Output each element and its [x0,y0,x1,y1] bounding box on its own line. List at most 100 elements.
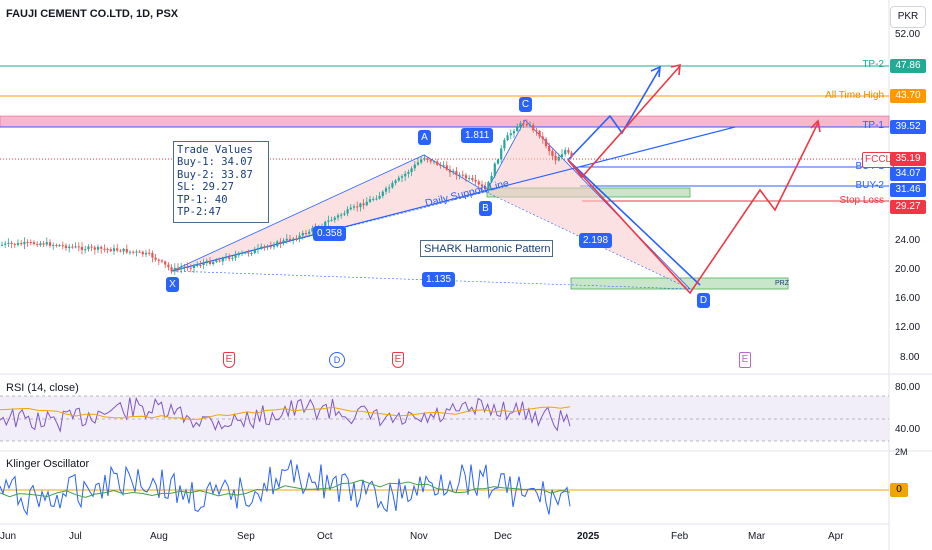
daily-support-line[interactable] [171,126,736,272]
blue-projection-path[interactable] [567,67,661,161]
candle-body [224,256,228,259]
candle-body [109,249,112,252]
ath-label[interactable]: All Time High [825,90,884,101]
candle-body [359,203,362,208]
tp1-price-box[interactable]: 39.52 [890,120,926,134]
trade-values-box[interactable]: Trade Values Buy-1: 34.07 Buy-2: 33.87 S… [173,141,269,223]
candle-body [564,150,567,155]
time-tick: Jul [69,531,82,542]
price-tick: 52.00 [895,29,921,40]
ath-price-box[interactable]: 43.70 [890,89,926,103]
time-tick: Apr [828,531,844,542]
candle-body [48,242,52,246]
candle-body [148,252,151,254]
earnings-event-icon[interactable]: E [223,352,235,368]
candle-body [32,242,36,244]
red-harmonic-arrowhead [810,119,821,133]
candle-body [39,243,42,246]
buy2-price-box[interactable]: 31.46 [890,183,926,197]
ticker-badge[interactable]: FCCL [862,152,895,168]
currency-badge[interactable]: PKR [890,6,926,28]
ratio-xd[interactable]: 1.135 [422,272,456,287]
red-harmonic-path[interactable] [567,122,819,295]
pattern-name-box[interactable]: SHARK Harmonic Pattern [420,240,553,257]
pattern-xab-fill[interactable] [172,155,486,271]
ratio-bd[interactable]: 2.198 [579,233,613,248]
candle-body [20,243,23,245]
candle-body [96,246,100,250]
trade-value-line: SL: 29.27 [177,181,234,194]
candle-body [26,241,29,243]
candle-body [516,127,519,131]
candle-body [263,246,266,248]
candle-body [186,267,189,269]
trade-value-line: Buy-2: 33.87 [177,168,253,181]
candle-body [128,251,132,253]
candle-body [74,246,77,248]
candle-body [173,267,176,272]
pattern-point-d[interactable]: D [697,293,710,308]
pattern-point-x[interactable]: X [166,277,179,292]
candle-body [381,191,384,196]
candle-body [87,246,90,250]
buy1-price-box[interactable]: 34.07 [890,167,926,181]
candle-body [308,231,311,234]
time-tick: Feb [671,531,689,542]
pattern-point-c[interactable]: C [519,97,532,112]
tp2-label[interactable]: TP-2 [862,59,884,70]
tp2-price-box[interactable]: 47.86 [890,59,926,73]
rsi-line[interactable] [0,396,571,433]
trade-value-line: Buy-1: 34.07 [177,156,253,169]
resistance-zone[interactable] [0,115,890,128]
candle-body [436,161,439,165]
candle-body [301,233,304,236]
candle-body [471,177,474,180]
ratio-ac[interactable]: 1.811 [461,128,494,143]
symbol-title[interactable]: FAUJI CEMENT CO.LTD, 1D, PSX [6,8,179,20]
candle-body [4,243,7,245]
dividend-event-icon[interactable]: D [329,352,345,368]
blue-down-path[interactable] [567,159,701,286]
candle-body [551,151,554,156]
candle-body [272,246,276,248]
candle-body [164,261,167,265]
ticker-price-box[interactable]: 35.19 [890,152,926,166]
candle-body [125,248,128,253]
candlestick-series[interactable] [0,119,573,275]
tp1-label[interactable]: TP-1 [862,120,884,131]
pattern-point-a[interactable]: A [418,130,431,145]
candle-body [346,209,349,214]
candle-body [384,188,388,192]
candle-body [256,247,260,250]
candle-body [378,195,381,199]
candle-body [474,179,477,182]
pattern-point-b[interactable]: B [479,201,492,216]
ratio-xb[interactable]: 0.358 [313,226,347,241]
candle-body [535,130,538,132]
candle-body [388,187,391,189]
rsi-title[interactable]: RSI (14, close) [6,382,79,394]
pattern-bcd-fill[interactable] [486,120,690,289]
earnings-event-icon[interactable]: E [392,352,404,368]
buy2-label[interactable]: BUY-2 [855,180,884,191]
price-tick: 12.00 [895,322,921,333]
time-tick: Aug [150,531,168,542]
klinger-signal-line[interactable] [0,479,571,498]
earnings-event-icon[interactable]: E [739,352,751,368]
candle-body [103,248,106,250]
candle-body [512,130,516,134]
klinger-line[interactable] [0,459,571,516]
klinger-value-box[interactable]: 0 [890,483,908,497]
stop-loss-price-box[interactable]: 29.27 [890,200,926,214]
stop-loss-label[interactable]: Stop Loss [839,195,884,206]
candle-body [480,184,484,187]
rsi-ma-line[interactable] [0,406,571,421]
candle-body [468,177,471,179]
candle-body [192,265,196,269]
candle-body [397,177,400,181]
klinger-title[interactable]: Klinger Oscillator [6,458,90,470]
candle-body [503,139,506,149]
candle-body [151,252,154,258]
